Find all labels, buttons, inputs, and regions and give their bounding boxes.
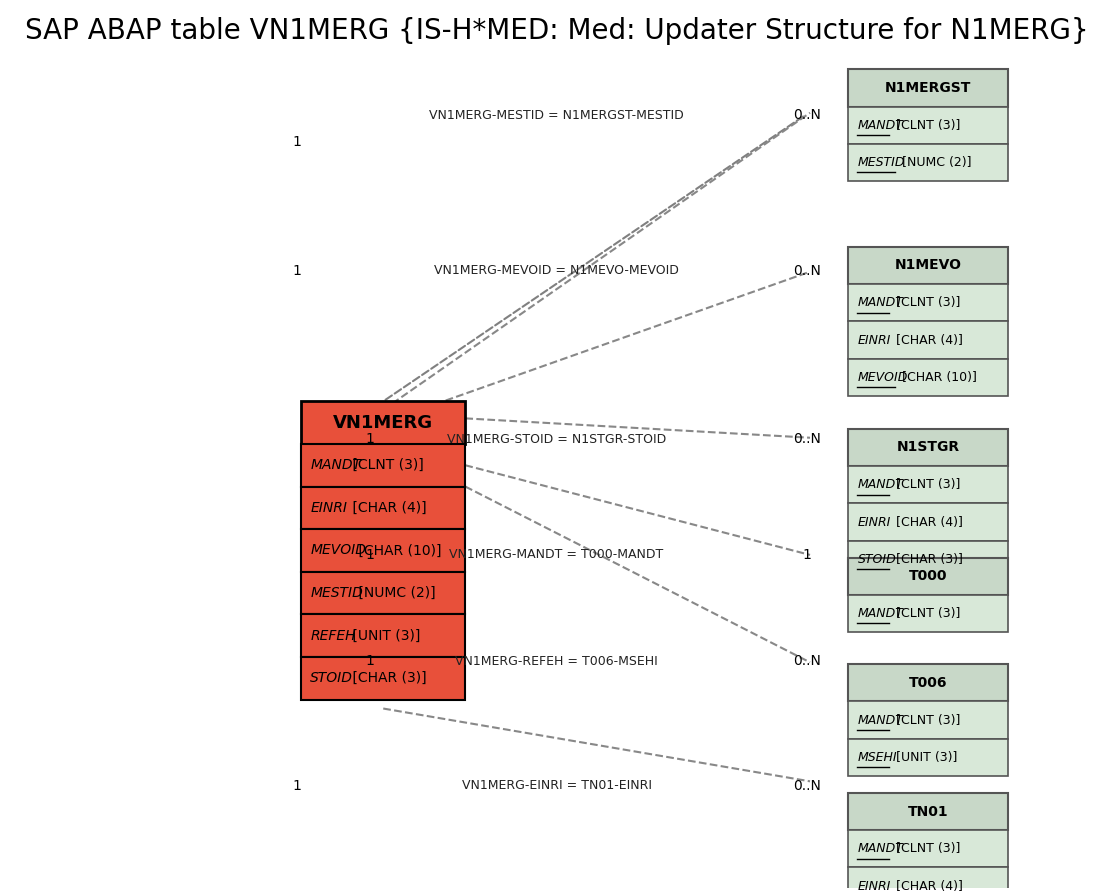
FancyBboxPatch shape: [302, 657, 465, 699]
Text: STOID: STOID: [857, 553, 896, 566]
Text: VN1MERG: VN1MERG: [333, 413, 433, 431]
Text: T006: T006: [909, 676, 947, 689]
Text: T000: T000: [909, 569, 947, 583]
Text: [CLNT (3)]: [CLNT (3)]: [892, 607, 961, 620]
FancyBboxPatch shape: [302, 401, 465, 444]
Text: VN1MERG-MANDT = T000-MANDT: VN1MERG-MANDT = T000-MANDT: [450, 548, 663, 562]
FancyBboxPatch shape: [848, 359, 1008, 396]
Text: STOID: STOID: [311, 672, 353, 685]
Text: [CLNT (3)]: [CLNT (3)]: [347, 458, 423, 472]
Text: 0..N: 0..N: [794, 263, 821, 278]
Text: MEVOID: MEVOID: [311, 544, 366, 557]
Text: [CHAR (3)]: [CHAR (3)]: [347, 672, 426, 685]
Text: N1MEVO: N1MEVO: [895, 258, 962, 272]
FancyBboxPatch shape: [848, 429, 1008, 466]
FancyBboxPatch shape: [302, 572, 465, 614]
Text: 1: 1: [292, 263, 301, 278]
FancyBboxPatch shape: [302, 614, 465, 657]
Text: EINRI: EINRI: [857, 334, 890, 346]
Text: 0..N: 0..N: [794, 432, 821, 446]
Text: [CHAR (4)]: [CHAR (4)]: [347, 501, 426, 515]
Text: [CLNT (3)]: [CLNT (3)]: [892, 296, 961, 309]
FancyBboxPatch shape: [848, 830, 1008, 867]
Text: N1STGR: N1STGR: [897, 440, 959, 455]
Text: MSEHI: MSEHI: [857, 751, 897, 764]
FancyBboxPatch shape: [848, 466, 1008, 504]
Text: VN1MERG-MEVOID = N1MEVO-MEVOID: VN1MERG-MEVOID = N1MEVO-MEVOID: [434, 264, 679, 278]
FancyBboxPatch shape: [848, 739, 1008, 776]
Text: [CLNT (3)]: [CLNT (3)]: [892, 479, 961, 491]
Text: MESTID: MESTID: [311, 586, 363, 600]
Text: [CLNT (3)]: [CLNT (3)]: [892, 842, 961, 855]
Text: VN1MERG-STOID = N1STGR-STOID: VN1MERG-STOID = N1STGR-STOID: [447, 433, 666, 446]
Text: [CLNT (3)]: [CLNT (3)]: [892, 714, 961, 727]
Text: EINRI: EINRI: [857, 880, 890, 893]
Text: [CHAR (3)]: [CHAR (3)]: [892, 553, 963, 566]
Text: [CHAR (10)]: [CHAR (10)]: [354, 544, 442, 557]
Text: 1: 1: [292, 779, 301, 793]
Text: MANDT: MANDT: [311, 458, 362, 472]
Text: SAP ABAP table VN1MERG {IS-H*MED: Med: Updater Structure for N1MERG}: SAP ABAP table VN1MERG {IS-H*MED: Med: U…: [24, 17, 1089, 45]
Text: VN1MERG-REFEH = T006-MSEHI: VN1MERG-REFEH = T006-MSEHI: [455, 655, 658, 668]
FancyBboxPatch shape: [848, 504, 1008, 541]
FancyBboxPatch shape: [848, 144, 1008, 181]
Text: MANDT: MANDT: [857, 479, 904, 491]
Text: 1: 1: [365, 548, 374, 562]
Text: 0..N: 0..N: [794, 655, 821, 669]
FancyBboxPatch shape: [848, 793, 1008, 830]
Text: [CHAR (4)]: [CHAR (4)]: [892, 515, 963, 529]
Text: MESTID: MESTID: [857, 156, 905, 169]
Text: [NUMC (2)]: [NUMC (2)]: [897, 156, 971, 169]
Text: 1: 1: [802, 548, 811, 562]
Text: N1MERGST: N1MERGST: [885, 81, 972, 95]
FancyBboxPatch shape: [848, 284, 1008, 321]
Text: 1: 1: [365, 432, 374, 446]
FancyBboxPatch shape: [302, 444, 465, 487]
FancyBboxPatch shape: [848, 70, 1008, 106]
Text: REFEH: REFEH: [311, 629, 356, 643]
Text: MANDT: MANDT: [857, 607, 904, 620]
Text: MANDT: MANDT: [857, 714, 904, 727]
Text: EINRI: EINRI: [311, 501, 347, 515]
FancyBboxPatch shape: [848, 321, 1008, 359]
FancyBboxPatch shape: [848, 106, 1008, 144]
Text: [CLNT (3)]: [CLNT (3)]: [892, 119, 961, 131]
Text: [UNIT (3)]: [UNIT (3)]: [347, 629, 420, 643]
Text: 1: 1: [292, 135, 301, 149]
Text: [NUMC (2)]: [NUMC (2)]: [354, 586, 436, 600]
Text: 1: 1: [365, 655, 374, 669]
Text: 0..N: 0..N: [794, 108, 821, 122]
Text: [UNIT (3)]: [UNIT (3)]: [892, 751, 957, 764]
Text: MANDT: MANDT: [857, 119, 904, 131]
FancyBboxPatch shape: [848, 595, 1008, 632]
Text: [CHAR (4)]: [CHAR (4)]: [892, 880, 963, 893]
FancyBboxPatch shape: [848, 867, 1008, 893]
Text: MANDT: MANDT: [857, 842, 904, 855]
Text: EINRI: EINRI: [857, 515, 890, 529]
Text: 0..N: 0..N: [794, 779, 821, 793]
FancyBboxPatch shape: [848, 664, 1008, 701]
FancyBboxPatch shape: [848, 701, 1008, 739]
FancyBboxPatch shape: [848, 541, 1008, 578]
Text: MANDT: MANDT: [857, 296, 904, 309]
Text: VN1MERG-EINRI = TN01-EINRI: VN1MERG-EINRI = TN01-EINRI: [462, 780, 651, 792]
Text: TN01: TN01: [908, 805, 948, 819]
FancyBboxPatch shape: [302, 487, 465, 530]
Text: [CHAR (10)]: [CHAR (10)]: [897, 371, 976, 384]
FancyBboxPatch shape: [302, 530, 465, 572]
FancyBboxPatch shape: [848, 246, 1008, 284]
Text: VN1MERG-MESTID = N1MERGST-MESTID: VN1MERG-MESTID = N1MERGST-MESTID: [430, 109, 683, 122]
Text: [CHAR (4)]: [CHAR (4)]: [892, 334, 963, 346]
Text: MEVOID: MEVOID: [857, 371, 908, 384]
FancyBboxPatch shape: [848, 557, 1008, 595]
